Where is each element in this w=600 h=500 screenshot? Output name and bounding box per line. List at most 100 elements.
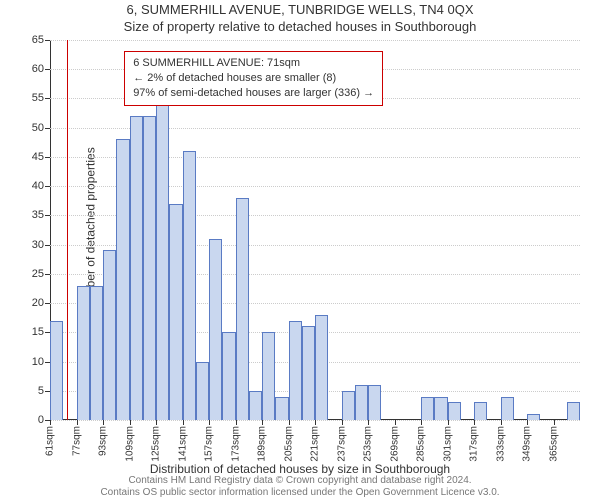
histogram-bar [209,239,222,420]
y-tick-label: 5 [14,385,44,397]
histogram-bar [567,402,580,420]
x-tick-mark [421,420,422,425]
x-tick-mark [262,420,263,425]
x-tick-label: 317sqm [469,426,480,462]
x-tick-mark [474,420,475,425]
chart-subtitle: Size of property relative to detached ho… [0,19,600,34]
x-tick-label: 349sqm [522,426,533,462]
x-tick-label: 221sqm [310,426,321,462]
histogram-bar [315,315,328,420]
histogram-bar [90,286,103,420]
histogram-bar [501,397,514,420]
y-tick-mark [45,215,50,216]
x-tick-mark [183,420,184,425]
x-tick-mark [156,420,157,425]
y-tick-mark [45,40,50,41]
histogram-bar [103,250,116,420]
y-tick-label: 0 [14,414,44,426]
y-tick-label: 45 [14,151,44,163]
x-tick-label: 269sqm [389,426,400,462]
y-tick-mark [45,186,50,187]
x-tick-label: 205sqm [283,426,294,462]
grid-line [50,40,580,41]
histogram-bar [474,402,487,420]
x-tick-mark [501,420,502,425]
histogram-bar [302,326,315,420]
histogram-bar [50,321,63,420]
x-tick-label: 173sqm [230,426,241,462]
x-tick-label: 93sqm [98,426,109,456]
y-tick-label: 15 [14,326,44,338]
x-tick-label: 141sqm [177,426,188,462]
x-tick-label: 157sqm [204,426,215,462]
footer-line-1: Contains HM Land Registry data © Crown c… [0,475,600,487]
x-axis-label: Distribution of detached houses by size … [0,462,600,476]
x-tick-label: 125sqm [151,426,162,462]
y-tick-label: 30 [14,239,44,251]
histogram-bar [249,391,262,420]
x-tick-mark [395,420,396,425]
x-tick-mark [289,420,290,425]
histogram-bar [421,397,434,420]
x-tick-label: 61sqm [45,426,56,456]
histogram-bar [130,116,143,420]
footer-text: Contains HM Land Registry data © Crown c… [0,475,600,499]
y-tick-label: 50 [14,122,44,134]
x-tick-label: 301sqm [442,426,453,462]
x-tick-label: 333sqm [495,426,506,462]
histogram-bar [77,286,90,420]
histogram-bar [275,397,288,420]
y-tick-label: 25 [14,268,44,280]
histogram-bar [262,332,275,420]
x-tick-mark [315,420,316,425]
annotation-box: 6 SUMMERHILL AVENUE: 71sqm← 2% of detach… [124,51,383,106]
histogram-bar [156,98,169,420]
x-tick-mark [103,420,104,425]
histogram-bar [355,385,368,420]
histogram-bar [143,116,156,420]
plot-area: Number of detached properties 0510152025… [50,40,580,420]
chart-title: 6, SUMMERHILL AVENUE, TUNBRIDGE WELLS, T… [0,2,600,17]
x-tick-label: 109sqm [124,426,135,462]
y-tick-label: 40 [14,180,44,192]
x-tick-mark [554,420,555,425]
histogram-bar [289,321,302,420]
x-tick-mark [50,420,51,425]
marker-line [67,40,68,420]
x-tick-label: 365sqm [548,426,559,462]
x-tick-mark [209,420,210,425]
y-tick-mark [45,274,50,275]
histogram-bar [183,151,196,420]
histogram-bar [116,139,129,420]
annotation-line: 6 SUMMERHILL AVENUE: 71sqm [133,56,374,71]
y-tick-mark [45,69,50,70]
histogram-bar [448,402,461,420]
annotation-line: 97% of semi-detached houses are larger (… [133,86,374,101]
y-tick-label: 65 [14,34,44,46]
histogram-bar [236,198,249,420]
x-tick-mark [342,420,343,425]
y-tick-mark [45,128,50,129]
x-tick-mark [527,420,528,425]
footer-line-2: Contains OS public sector information li… [0,487,600,499]
histogram-bar [527,414,540,420]
x-tick-mark [236,420,237,425]
y-tick-mark [45,303,50,304]
x-tick-label: 189sqm [257,426,268,462]
x-tick-mark [368,420,369,425]
y-tick-mark [45,157,50,158]
histogram-bar [342,391,355,420]
x-tick-mark [448,420,449,425]
histogram-bar [169,204,182,420]
y-tick-label: 10 [14,356,44,368]
y-tick-label: 55 [14,92,44,104]
histogram-bar [434,397,447,420]
x-tick-label: 77sqm [71,426,82,456]
y-tick-label: 20 [14,297,44,309]
annotation-line: ← 2% of detached houses are smaller (8) [133,71,374,86]
x-tick-mark [130,420,131,425]
x-tick-label: 253sqm [363,426,374,462]
y-tick-mark [45,98,50,99]
y-tick-label: 60 [14,63,44,75]
y-tick-label: 35 [14,209,44,221]
